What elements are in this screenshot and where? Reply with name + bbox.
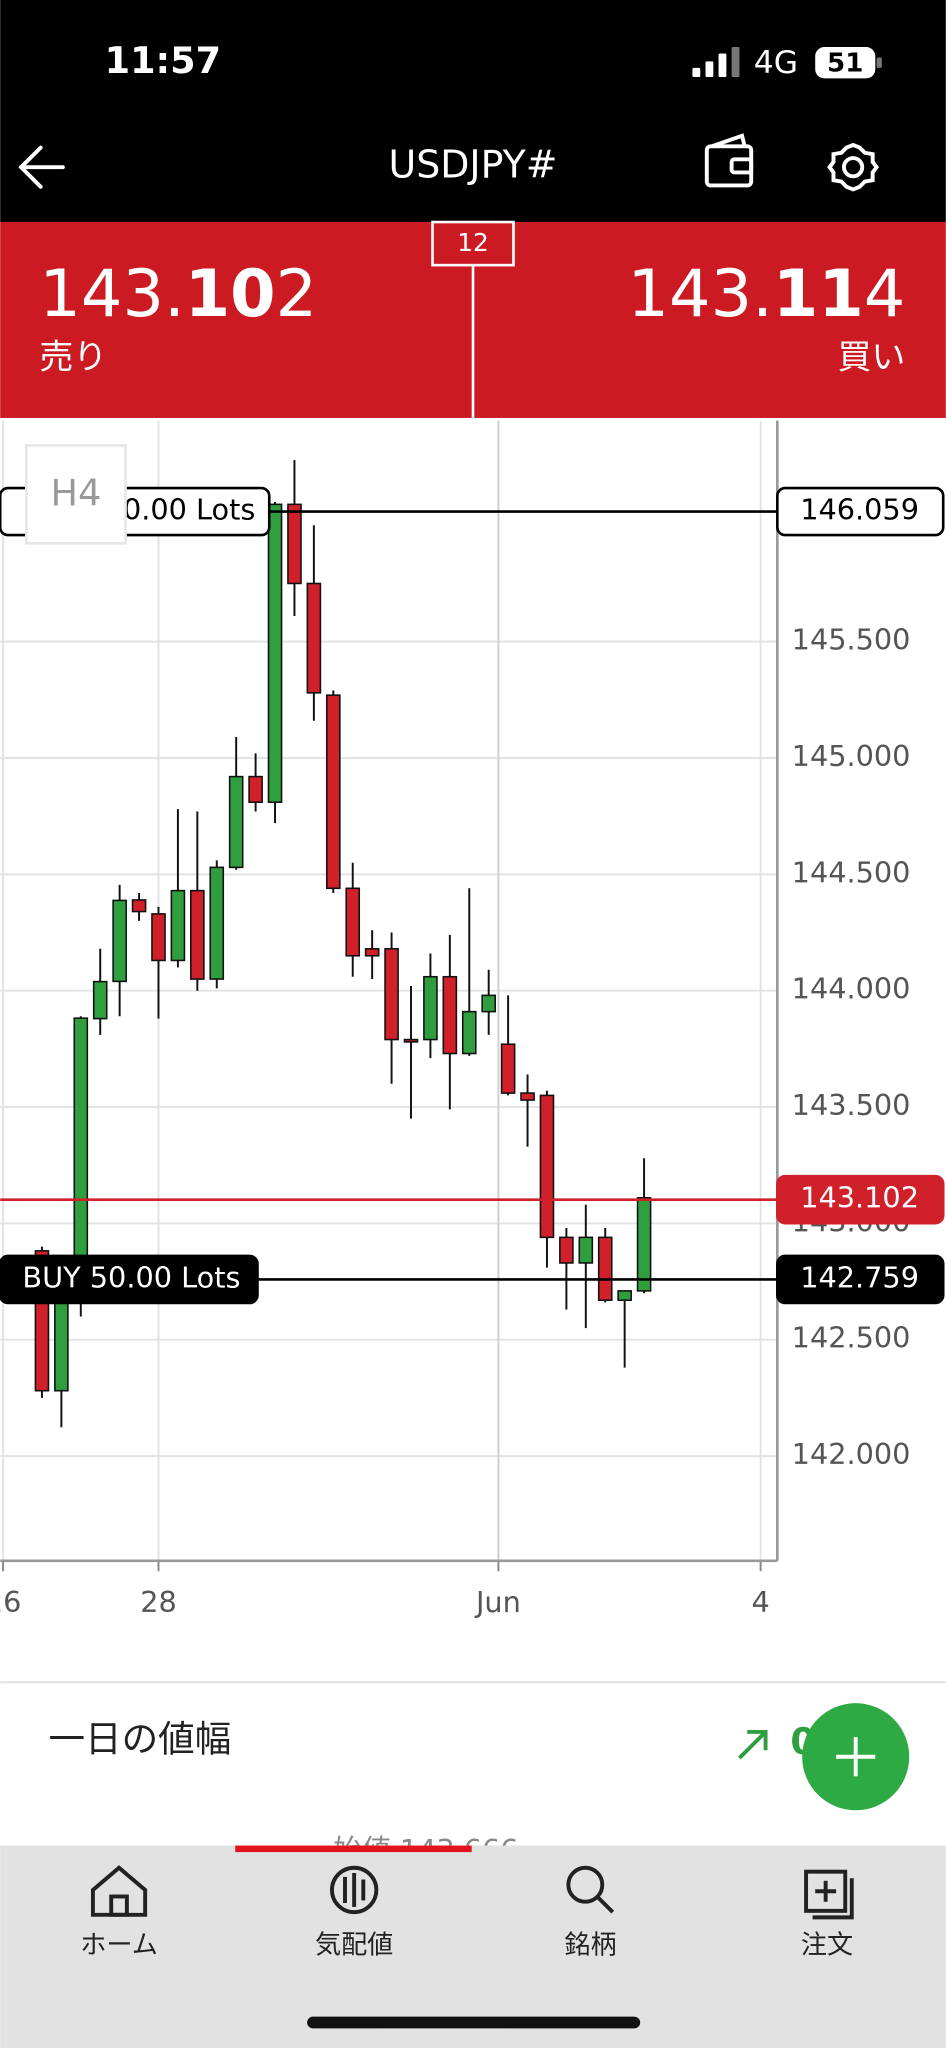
stats-title: 一日の値幅 — [49, 1718, 232, 1761]
nav-label[interactable]: 銘柄 — [564, 1931, 616, 1961]
candle-body — [306, 582, 322, 694]
y-tick-label: 143.500 — [792, 1088, 911, 1122]
status-network: 4G — [754, 45, 798, 81]
signal-icon — [692, 47, 740, 78]
candle-body — [539, 1094, 555, 1239]
candle-body — [481, 994, 497, 1013]
nav-label[interactable]: 気配値 — [315, 1931, 393, 1961]
buy-price-part: 4 — [864, 256, 906, 332]
timeframe: H4 — [51, 472, 102, 515]
settings-button[interactable] — [827, 142, 880, 192]
nav-search-icon — [566, 1865, 615, 1914]
x-tick-label: 26 — [0, 1585, 21, 1619]
wallet-button[interactable] — [704, 133, 754, 188]
buy-price[interactable]: 143.114 — [628, 256, 906, 332]
candle-body — [461, 1010, 477, 1055]
y-tick-label: 145.000 — [792, 739, 911, 773]
candle-body — [287, 503, 302, 585]
battery-level: 51 — [827, 49, 863, 79]
candle-body — [578, 1236, 594, 1264]
x-tick-label: 4 — [751, 1585, 769, 1619]
candle-body — [384, 948, 399, 1041]
y-tick-label: 142.500 — [792, 1321, 911, 1355]
candle-body — [170, 889, 186, 962]
candle-body — [559, 1236, 574, 1264]
candle-body — [190, 889, 205, 980]
sell-price-part: 143. — [39, 256, 184, 332]
candle-body — [248, 775, 263, 803]
nav-quotes-icon — [329, 1865, 379, 1915]
buy-label: 買い — [837, 338, 905, 378]
candle-body — [520, 1092, 535, 1101]
home-indicator — [307, 2016, 641, 2029]
order-tag-box — [0, 1254, 259, 1305]
candle-body — [92, 980, 108, 1020]
buy-price-part: 143. — [628, 256, 773, 332]
candle-body — [403, 1038, 419, 1043]
candle-body — [500, 1043, 516, 1094]
add-icon — [836, 1737, 876, 1777]
price-label-box — [776, 1254, 945, 1305]
sell-price-part: 10 — [185, 256, 276, 332]
candle-body — [131, 899, 147, 913]
y-tick-label: 142.000 — [792, 1437, 911, 1471]
sell-price[interactable]: 143.102 — [39, 256, 317, 332]
price-label-box — [776, 486, 945, 537]
price-label: 142.759 — [800, 1260, 919, 1294]
battery — [815, 47, 876, 79]
order-tag: 0.00 Lots — [123, 493, 255, 527]
candle-body — [364, 948, 380, 957]
candle-body — [325, 694, 341, 890]
top-bar — [0, 0, 946, 223]
spread-box — [431, 220, 515, 267]
candle-body — [112, 899, 127, 983]
chart: 142.000142.500143.000143.500144.000144.5… — [0, 420, 945, 1619]
candle-body — [151, 913, 166, 962]
price-label: 146.059 — [800, 493, 919, 527]
change-arrow — [738, 1729, 768, 1760]
nav-label[interactable]: 注文 — [801, 1931, 853, 1961]
back-button[interactable] — [18, 145, 65, 189]
candle-body — [345, 887, 361, 957]
candle-body — [617, 1290, 632, 1301]
spread: 12 — [457, 228, 489, 257]
y-tick-label: 144.000 — [792, 972, 911, 1006]
price-label: 143.102 — [800, 1181, 919, 1215]
nav-order-icon — [804, 1869, 854, 1920]
timeframe-box[interactable] — [25, 444, 127, 545]
nav-home-icon — [90, 1865, 148, 1917]
candle-body — [442, 975, 458, 1055]
candle-body — [54, 1298, 69, 1392]
candle-body — [423, 975, 438, 1041]
order-tag: BUY 50.00 Lots — [22, 1260, 240, 1294]
nav-label[interactable]: ホーム — [80, 1931, 158, 1961]
nav-bar — [0, 1845, 946, 2048]
x-tick-label: Jun — [474, 1585, 521, 1619]
price-label-box — [776, 1174, 945, 1225]
candle-body — [597, 1236, 613, 1301]
y-tick-label: 144.500 — [792, 855, 911, 889]
nav-indicator — [235, 1845, 472, 1853]
battery-tip — [876, 57, 882, 68]
buy-price-part: 11 — [773, 256, 864, 332]
sell-label: 売り — [39, 338, 107, 378]
x-tick-label: 28 — [140, 1585, 177, 1619]
candle-body — [636, 1197, 652, 1292]
sell-price-part: 2 — [276, 256, 318, 332]
candle-body — [267, 503, 283, 803]
status-time: 11:57 — [105, 39, 221, 82]
symbol-title: USDJPY# — [389, 143, 558, 187]
candle-body — [228, 775, 244, 869]
y-tick-label: 145.500 — [792, 623, 911, 657]
candle-body — [209, 866, 225, 980]
